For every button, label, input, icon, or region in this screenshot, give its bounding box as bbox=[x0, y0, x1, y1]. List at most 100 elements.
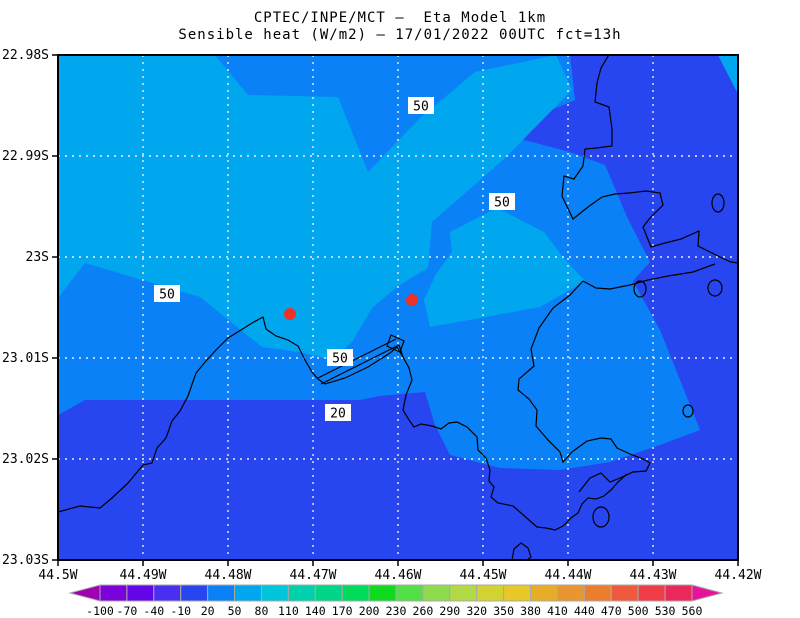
coastline-mainland bbox=[58, 316, 628, 531]
lon-tick-label: 44.5W bbox=[38, 568, 77, 583]
lon-tick-label: 44.45W bbox=[460, 568, 507, 583]
colorbar-segment bbox=[583, 584, 612, 602]
contour-label-box bbox=[327, 349, 353, 366]
coastline-east-shore bbox=[582, 263, 716, 290]
colorbar-segment bbox=[503, 584, 532, 602]
colorbar-segment bbox=[449, 584, 478, 602]
colorbar-tick-label: -100 bbox=[86, 604, 114, 618]
colorbar-segment bbox=[637, 584, 666, 602]
contour-label-text: 50 bbox=[332, 352, 348, 367]
lon-tick-label: 44.48W bbox=[205, 568, 252, 583]
colorbar-tick-label: 80 bbox=[255, 604, 269, 618]
colorbar-tick-label: -40 bbox=[143, 604, 164, 618]
station-marker-dot bbox=[406, 294, 418, 306]
colorbar-tick-label: 470 bbox=[601, 604, 622, 618]
contour-label: 20 bbox=[325, 404, 351, 422]
lat-tick-label: 22.98S bbox=[2, 48, 49, 63]
coastline-peninsula bbox=[517, 280, 651, 493]
colorbar-tick-label: 50 bbox=[228, 604, 242, 618]
colorbar-tick-label: 110 bbox=[278, 604, 299, 618]
colorbar-tick-label: 500 bbox=[628, 604, 649, 618]
colorbar-tick-label: 410 bbox=[547, 604, 568, 618]
colorbar-tick-label: 140 bbox=[305, 604, 326, 618]
colorbar-tick-label: 380 bbox=[520, 604, 541, 618]
colorbar-segment bbox=[610, 584, 639, 602]
shade-region-50-80-ne-corner bbox=[718, 55, 738, 94]
lat-tick-label: 23.01S bbox=[2, 351, 49, 366]
colorbar-segment bbox=[207, 584, 236, 602]
lat-tick-label: 23.02S bbox=[2, 452, 49, 467]
colorbar-left-arrow bbox=[68, 584, 101, 602]
lon-tick-label: 44.43W bbox=[630, 568, 677, 583]
colorbar-segment bbox=[314, 584, 343, 602]
colorbar-segment bbox=[153, 584, 182, 602]
colorbar-tick-label: 230 bbox=[386, 604, 407, 618]
coastline-north bbox=[561, 55, 738, 264]
colorbar-tick-label: 320 bbox=[466, 604, 487, 618]
colorbar-segment bbox=[368, 584, 397, 602]
graticule-layer bbox=[58, 55, 738, 560]
colorbar-segment bbox=[99, 584, 128, 602]
lon-tick-label: 44.46W bbox=[375, 568, 422, 583]
station-marker-dot bbox=[284, 308, 296, 320]
contour-label-text: 50 bbox=[494, 196, 510, 211]
contour-label: 50 bbox=[327, 349, 353, 367]
island bbox=[711, 193, 725, 213]
colorbar-segment bbox=[287, 584, 316, 602]
plot-title: CPTEC/INPE/MCT — Eta Model 1km bbox=[254, 10, 546, 26]
colorbar-segment bbox=[664, 584, 693, 602]
plot-subtitle: Sensible heat (W/m2) — 17/01/2022 00UTC … bbox=[178, 27, 621, 43]
colorbar-segment bbox=[341, 584, 370, 602]
colorbar-segment bbox=[234, 584, 262, 602]
colorbar-tick-label: 20 bbox=[201, 604, 215, 618]
colorbar-tick-label: 560 bbox=[682, 604, 703, 618]
island bbox=[682, 404, 694, 418]
contour-label: 50 bbox=[408, 97, 434, 115]
contour-label-box bbox=[154, 285, 180, 302]
contour-label: 50 bbox=[489, 193, 515, 211]
colorbar-tick-label: 200 bbox=[359, 604, 380, 618]
colorbar-tick-label: 440 bbox=[574, 604, 595, 618]
colorbar-segment bbox=[126, 584, 155, 602]
colorbar-tick-label: 170 bbox=[332, 604, 353, 618]
colorbar-tick-label: 530 bbox=[655, 604, 676, 618]
coastline-south-islet bbox=[511, 542, 532, 560]
shade-region-50-80-main bbox=[58, 55, 572, 360]
contour-label-box bbox=[489, 193, 515, 210]
lon-tick-label: 44.47W bbox=[290, 568, 337, 583]
colorbar-segment bbox=[422, 584, 451, 602]
shade-region-50-80-diamond-tongue bbox=[424, 208, 585, 327]
colorbar-tick-label: 350 bbox=[493, 604, 514, 618]
island bbox=[633, 280, 647, 298]
colorbar-segment bbox=[476, 584, 505, 602]
lon-tick-label: 44.44W bbox=[545, 568, 592, 583]
contour-label-text: 50 bbox=[159, 288, 175, 303]
lat-tick-label: 22.99S bbox=[2, 149, 49, 164]
lon-tick-label: 44.49W bbox=[120, 568, 167, 583]
axis-layer: 44.5W 44.49W 44.48W 44.47W 44.46W 44.45W 44.44… bbox=[2, 48, 762, 583]
colorbar-tick-label: 290 bbox=[439, 604, 460, 618]
colorbar-tick-label: -10 bbox=[170, 604, 191, 618]
coastline-layer bbox=[58, 55, 738, 560]
island bbox=[592, 506, 610, 528]
colorbar-tick-label: -70 bbox=[117, 604, 138, 618]
pier-end-box bbox=[386, 334, 405, 353]
lat-tick-label: 23.03S bbox=[2, 553, 49, 568]
island bbox=[707, 279, 723, 297]
colorbar: -100 -70 -40 -10 20 50 80 110 140 170 200 230 260 290… bbox=[68, 584, 724, 618]
lat-tick-label: 23S bbox=[26, 250, 49, 265]
colorbar-segment bbox=[530, 584, 558, 602]
colorbar-segment bbox=[260, 584, 289, 602]
colorbar-segment bbox=[556, 584, 585, 602]
contour-label-box bbox=[325, 404, 351, 421]
colorbar-right-arrow bbox=[691, 584, 724, 602]
colorbar-tick-label: 260 bbox=[413, 604, 434, 618]
map-annotation-layer: 50 50 50 50 20 bbox=[154, 97, 515, 422]
colorbar-segment bbox=[395, 584, 424, 602]
contour-label-text: 50 bbox=[413, 100, 429, 115]
contour-label: 50 bbox=[154, 285, 180, 303]
contour-label-box bbox=[408, 97, 434, 114]
contour-label-text: 20 bbox=[330, 407, 346, 422]
